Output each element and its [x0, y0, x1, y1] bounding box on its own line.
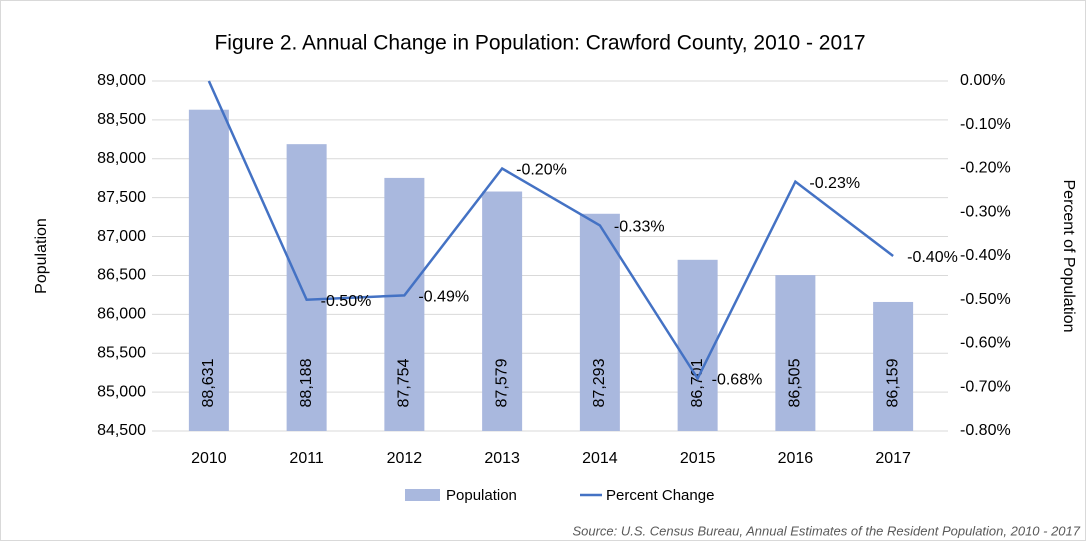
bar-value-label: 86,505 — [787, 358, 804, 407]
bar — [873, 301, 914, 431]
y-tick-label: 85,500 — [97, 344, 146, 361]
y-axis-title: Population — [33, 218, 50, 294]
y2-tick-label: -0.20% — [960, 160, 1011, 177]
line-value-label: -0.49% — [418, 289, 469, 306]
line-value-label: -0.23% — [809, 175, 860, 192]
y2-tick-label: -0.40% — [960, 247, 1011, 264]
x-tick-label: 2010 — [191, 450, 227, 467]
line-value-label: -0.68% — [712, 372, 763, 389]
y2-axis-title: Percent of Population — [1060, 180, 1077, 333]
bar-value-label: 87,754 — [396, 358, 413, 407]
legend-swatch — [405, 489, 440, 501]
bar — [286, 144, 327, 431]
y2-tick-label: -0.80% — [960, 422, 1011, 439]
legend-label: Population — [446, 487, 517, 504]
y2-tick-label: -0.60% — [960, 335, 1011, 352]
bar — [188, 109, 229, 431]
bar — [579, 213, 620, 431]
bar-value-label: 87,293 — [591, 358, 608, 407]
line-value-label: -0.20% — [516, 162, 567, 179]
y-tick-label: 86,500 — [97, 267, 146, 284]
line-value-label: -0.50% — [321, 293, 372, 310]
line — [207, 80, 894, 382]
y-tick-label: 86,000 — [97, 306, 146, 323]
bar-value-label: 88,631 — [200, 358, 217, 407]
x-tick-label: 2013 — [484, 450, 520, 467]
y2-tick-label: 0.00% — [960, 72, 1005, 89]
y-tick-label: 89,000 — [97, 72, 146, 89]
y-tick-label: 84,500 — [97, 422, 146, 439]
y2-tick-label: -0.50% — [960, 291, 1011, 308]
x-tick-label: 2011 — [289, 450, 324, 467]
y2-tick-label: -0.70% — [960, 378, 1011, 395]
y-tick-label: 87,500 — [97, 189, 146, 206]
line-value-label: -0.40% — [907, 249, 958, 266]
bar-value-label: 86,159 — [884, 358, 901, 407]
legend-label: Percent Change — [606, 487, 714, 504]
line-value-label: -0.33% — [614, 219, 665, 236]
x-tick-label: 2017 — [875, 450, 911, 467]
y-tick-label: 88,000 — [97, 150, 146, 167]
x-tick-label: 2015 — [680, 450, 716, 467]
bar-value-label: 88,188 — [298, 358, 315, 407]
y-tick-label: 85,000 — [97, 383, 146, 400]
bar — [482, 191, 523, 431]
x-tick-label: 2016 — [778, 450, 814, 467]
x-tick-label: 2012 — [387, 450, 423, 467]
source-note: Source: U.S. Census Bureau, Annual Estim… — [572, 523, 1080, 538]
y-tick-label: 88,500 — [97, 111, 146, 128]
y2-tick-label: -0.10% — [960, 116, 1011, 133]
bar — [384, 177, 425, 431]
bar — [775, 275, 816, 431]
bar-value-label: 87,579 — [493, 358, 510, 407]
chart-title: Figure 2. Annual Change in Population: C… — [214, 32, 865, 55]
y-tick-label: 87,000 — [97, 228, 146, 245]
x-tick-label: 2014 — [582, 450, 618, 467]
bar — [677, 259, 718, 431]
y2-tick-label: -0.30% — [960, 203, 1011, 220]
